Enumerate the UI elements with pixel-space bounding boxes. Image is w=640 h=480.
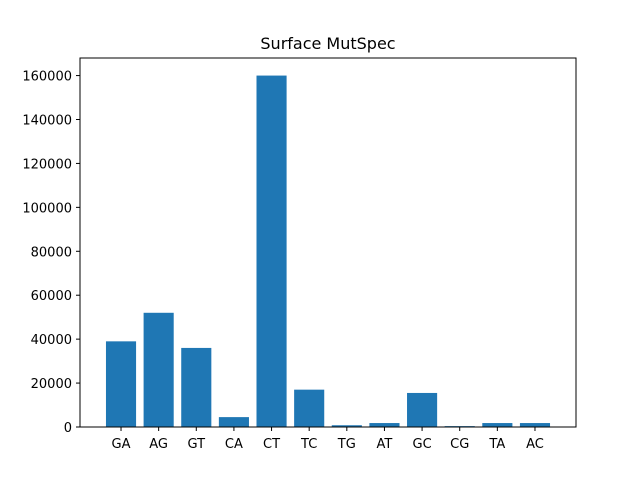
y-tick-label: 80000 xyxy=(31,245,72,260)
bars-group xyxy=(105,75,551,428)
plot-frame xyxy=(79,57,577,428)
x-tick-label: CA xyxy=(225,437,243,452)
x-tick-label: GA xyxy=(112,437,131,452)
y-tick-label: 0 xyxy=(64,421,72,436)
y-tick-label: 40000 xyxy=(31,333,72,348)
bar-ca xyxy=(218,417,249,427)
x-tick-label: TC xyxy=(300,437,317,452)
bar-gc xyxy=(407,392,438,427)
x-tick-label: TA xyxy=(488,437,505,452)
y-tick-label: 160000 xyxy=(22,70,72,85)
x-tick-label: AG xyxy=(149,437,168,452)
x-tick-label: AT xyxy=(377,437,393,452)
y-tick-label: 60000 xyxy=(31,289,72,304)
bar-ag xyxy=(143,312,174,427)
bar-ta xyxy=(482,423,513,427)
y-tick-label: 120000 xyxy=(22,157,72,172)
x-tick-label: GC xyxy=(413,437,432,452)
x-tick-label: AC xyxy=(526,437,544,452)
y-tick-label: 100000 xyxy=(22,201,72,216)
bar-tc xyxy=(294,389,325,427)
x-axis-ticks: GA AG GT CA CT TC TG AT GC CG TA AC xyxy=(112,427,544,452)
bar-ct xyxy=(256,75,287,428)
y-axis-ticks: 0 20000 40000 60000 80000 100000 120000 140000 1… xyxy=(22,70,80,436)
bar-at xyxy=(369,423,400,427)
bar-tg xyxy=(331,425,362,427)
x-tick-label: GT xyxy=(188,437,206,452)
x-tick-label: CG xyxy=(450,437,469,452)
bar-ga xyxy=(105,341,137,427)
chart-title: Surface MutSpec xyxy=(260,34,395,53)
bar-ac xyxy=(519,423,551,427)
y-tick-label: 140000 xyxy=(22,114,72,129)
y-tick-label: 20000 xyxy=(31,377,72,392)
bar-gt xyxy=(181,347,212,427)
x-tick-label: CT xyxy=(263,437,280,452)
x-tick-label: TG xyxy=(337,437,356,452)
